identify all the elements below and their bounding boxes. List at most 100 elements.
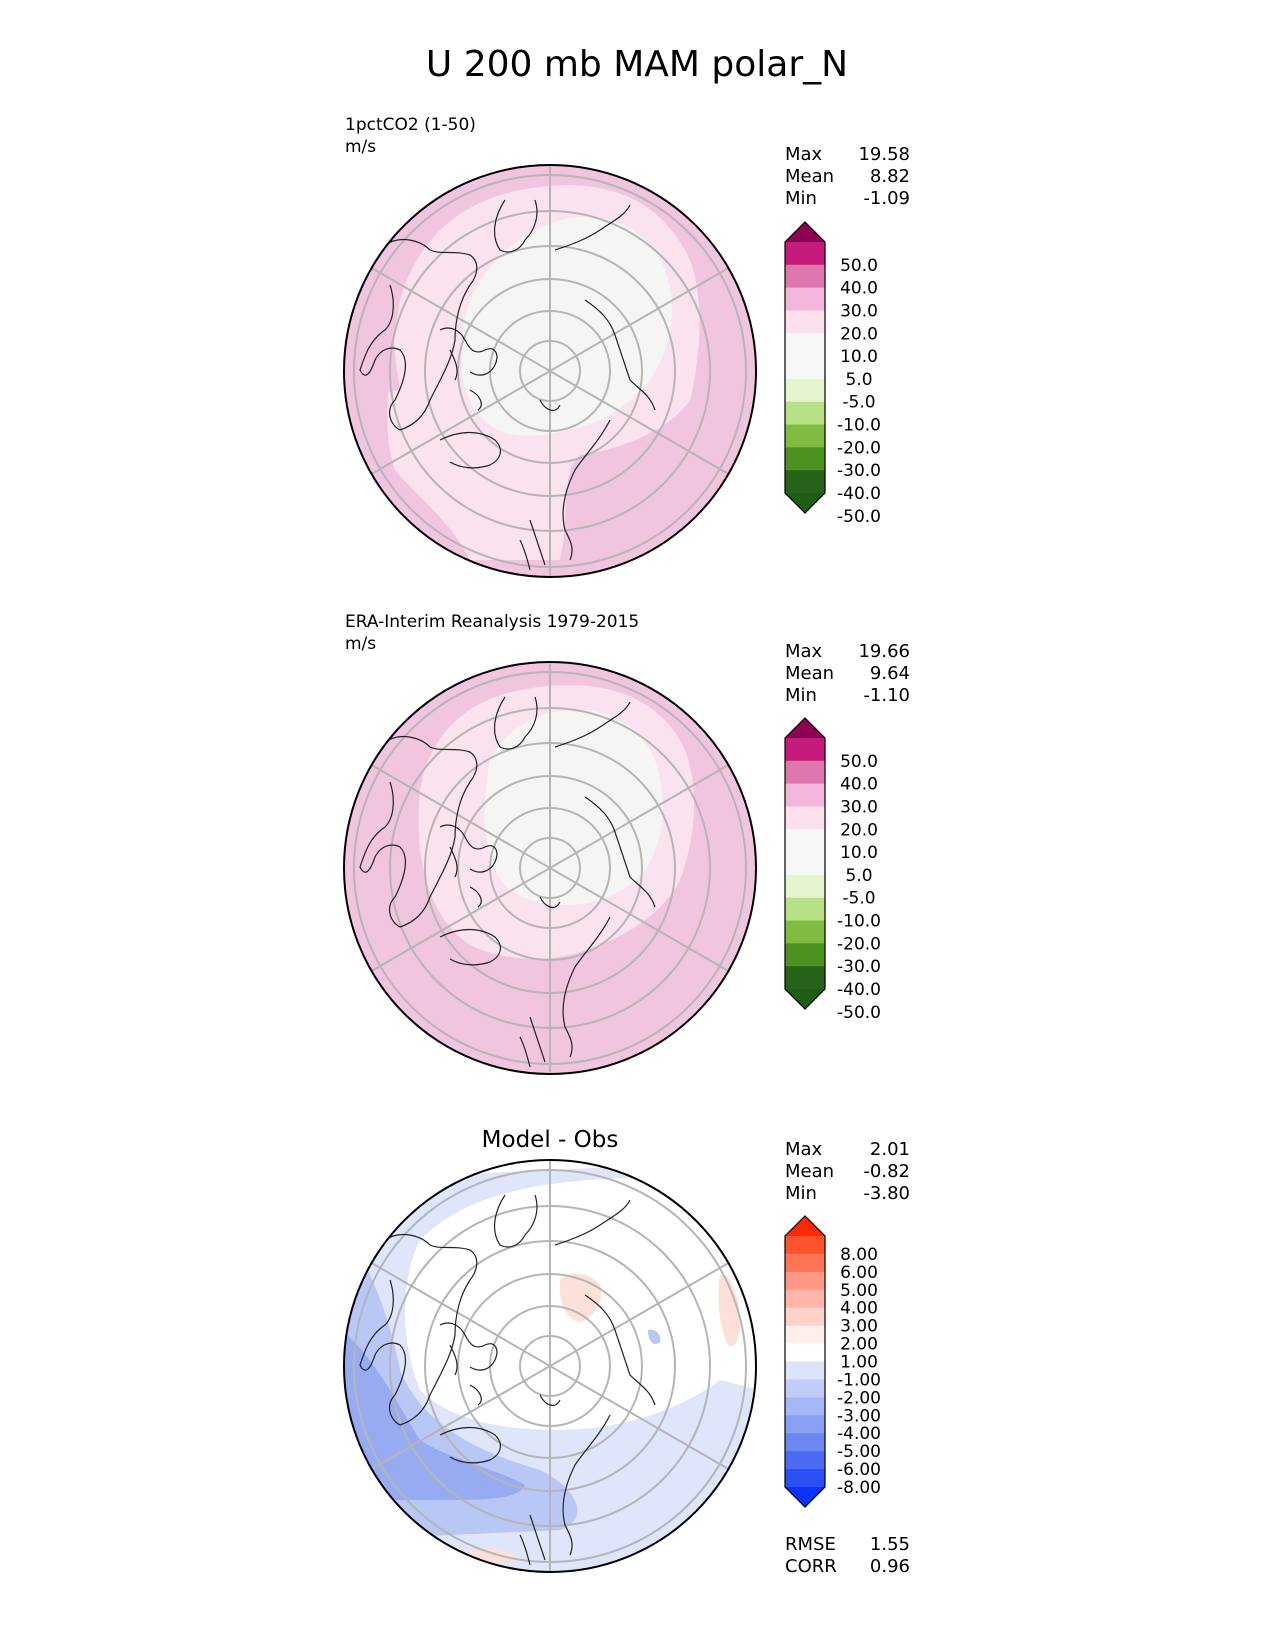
panel-units: m/s (345, 137, 376, 157)
stats-block: Max 19.58 Mean 8.82 Min -1.09 (785, 144, 910, 209)
field-positive-patch (718, 1274, 740, 1347)
graticule (353, 662, 747, 1074)
stat-value: 8.82 (870, 166, 910, 187)
colorbar-tick-label: 8.00 (840, 1245, 878, 1265)
stat-value: -1.09 (863, 188, 910, 209)
colorbar-segment (785, 287, 825, 311)
colorbar-segment (785, 738, 825, 762)
colorbar-tick-label: 30.0 (840, 797, 878, 817)
stat-label: Min (785, 188, 817, 209)
coastline-asia-east (439, 928, 502, 966)
colorbar-segment (785, 242, 825, 266)
colorbar-extend-max (785, 1216, 825, 1236)
colorbar-tick-label: -30.0 (837, 957, 881, 977)
stat-value: -3.80 (863, 1183, 910, 1204)
colorbar-segment (785, 1289, 825, 1309)
coastline-asia-east (439, 1426, 502, 1464)
colorbar-segment (785, 1469, 825, 1488)
coastline-eurasia (539, 1199, 656, 1556)
colorbar-segment (785, 966, 825, 990)
panel-1pctco2: 1pctCO2 (1-50) m/s (343, 115, 910, 578)
colorbar-extend-min (785, 989, 825, 1009)
meridian-line (371, 1262, 729, 1470)
stat-label: Min (785, 685, 817, 706)
coastline-arctic-archipelago (439, 327, 498, 411)
colorbar-tick-label: 4.00 (840, 1299, 878, 1319)
stat-value: -0.82 (863, 1161, 910, 1182)
graticule (353, 1160, 747, 1572)
stats-block: Max 19.66 Mean 9.64 Min -1.10 (785, 641, 910, 706)
colorbar-segment (785, 897, 825, 922)
field-core-region (484, 709, 663, 905)
colorbar-tick-label: 3.00 (840, 1317, 878, 1337)
colorbar-tick-label: -50.0 (837, 1003, 881, 1023)
colorbar-tick-label: -8.00 (837, 1478, 881, 1498)
colorbar-tick-label: -10.0 (837, 912, 881, 932)
stats-block: Max 2.01 Mean -0.82 Min -3.80 (785, 1139, 910, 1204)
colorbar-tick-label: 40.0 (840, 775, 878, 795)
colorbar-tick-label: 40.0 (840, 279, 878, 299)
graticule (353, 165, 747, 577)
metric-value: 0.96 (870, 1556, 910, 1577)
coastlines (359, 199, 656, 571)
metric-label: RMSE (785, 1534, 836, 1555)
colorbar-tick-label: 5.0 (845, 866, 872, 886)
stat-label: Max (785, 641, 823, 662)
colorbar-tick-label: 30.0 (840, 301, 878, 321)
colorbar: 8.006.005.004.003.002.001.00-1.00-2.00-3… (784, 1215, 881, 1508)
colorbar-tick-label: -5.00 (837, 1442, 881, 1462)
colorbar-segment (785, 310, 825, 334)
metric-label: CORR (785, 1556, 837, 1577)
colorbar-segment (785, 378, 825, 403)
stat-label: Mean (785, 1161, 834, 1182)
stat-label: Mean (785, 166, 834, 187)
field-negative-patch (648, 1329, 661, 1345)
field-core-region (461, 217, 673, 436)
colorbar-segment (785, 852, 825, 876)
map-boundary (343, 1159, 757, 1573)
colorbar-tick-label: -5.0 (842, 393, 875, 413)
coastline-arctic-archipelago (439, 824, 498, 908)
coastline-eurasia (539, 701, 656, 1058)
colorbar-outline (784, 221, 826, 514)
colorbar-segment (785, 401, 825, 426)
coastline-asia-east (439, 431, 502, 469)
colorbar-tick-label: -40.0 (837, 484, 881, 504)
stat-label: Min (785, 1183, 817, 1204)
colorbar-extend-min (785, 493, 825, 513)
coastline-north-america (359, 238, 478, 431)
stat-label: Max (785, 144, 823, 165)
field-negative-strong (344, 1330, 525, 1500)
colorbar-tick-label: -1.00 (837, 1370, 881, 1390)
colorbar-segment (785, 1433, 825, 1452)
colorbar-segment (785, 1415, 825, 1434)
colorbar-segment (785, 1307, 825, 1327)
colorbar-segment (785, 874, 825, 899)
colorbar-segment (785, 1343, 825, 1362)
stat-value: 2.01 (870, 1139, 910, 1160)
colorbar-segment (785, 783, 825, 807)
coastline-greenland (493, 1194, 538, 1248)
coastline-greenland (493, 696, 538, 750)
map-boundary (343, 661, 757, 1075)
colorbar-outline (784, 717, 826, 1010)
coastline-arctic-archipelago (439, 1322, 498, 1406)
colorbar-segment (785, 1379, 825, 1398)
colorbar-outline (784, 1215, 826, 1508)
colorbar-tick-label: -5.0 (842, 889, 875, 909)
coastline-scandinavia (519, 1016, 546, 1068)
colorbar-segment (785, 470, 825, 494)
colorbar-tick-label: 5.0 (845, 370, 872, 390)
coastline-scandinavia (519, 519, 546, 571)
colorbar-segment (785, 1451, 825, 1470)
colorbar-tick-label: 10.0 (840, 347, 878, 367)
stat-value: -1.10 (863, 685, 910, 706)
colorbar: 50.0 40.030.0 20.0 10.0 5.0 -5.0 -10.0-20.0 -30… (784, 717, 881, 1023)
colorbar-extend-min (785, 1487, 825, 1507)
colorbar-segment (785, 447, 825, 471)
colorbar-segment (785, 1271, 825, 1291)
panel-title: 1pctCO2 (1-50) (345, 115, 476, 135)
colorbar-tick-label: -50.0 (837, 507, 881, 527)
colorbar-tick-label: 50.0 (840, 752, 878, 772)
colorbar-segment (785, 920, 825, 944)
